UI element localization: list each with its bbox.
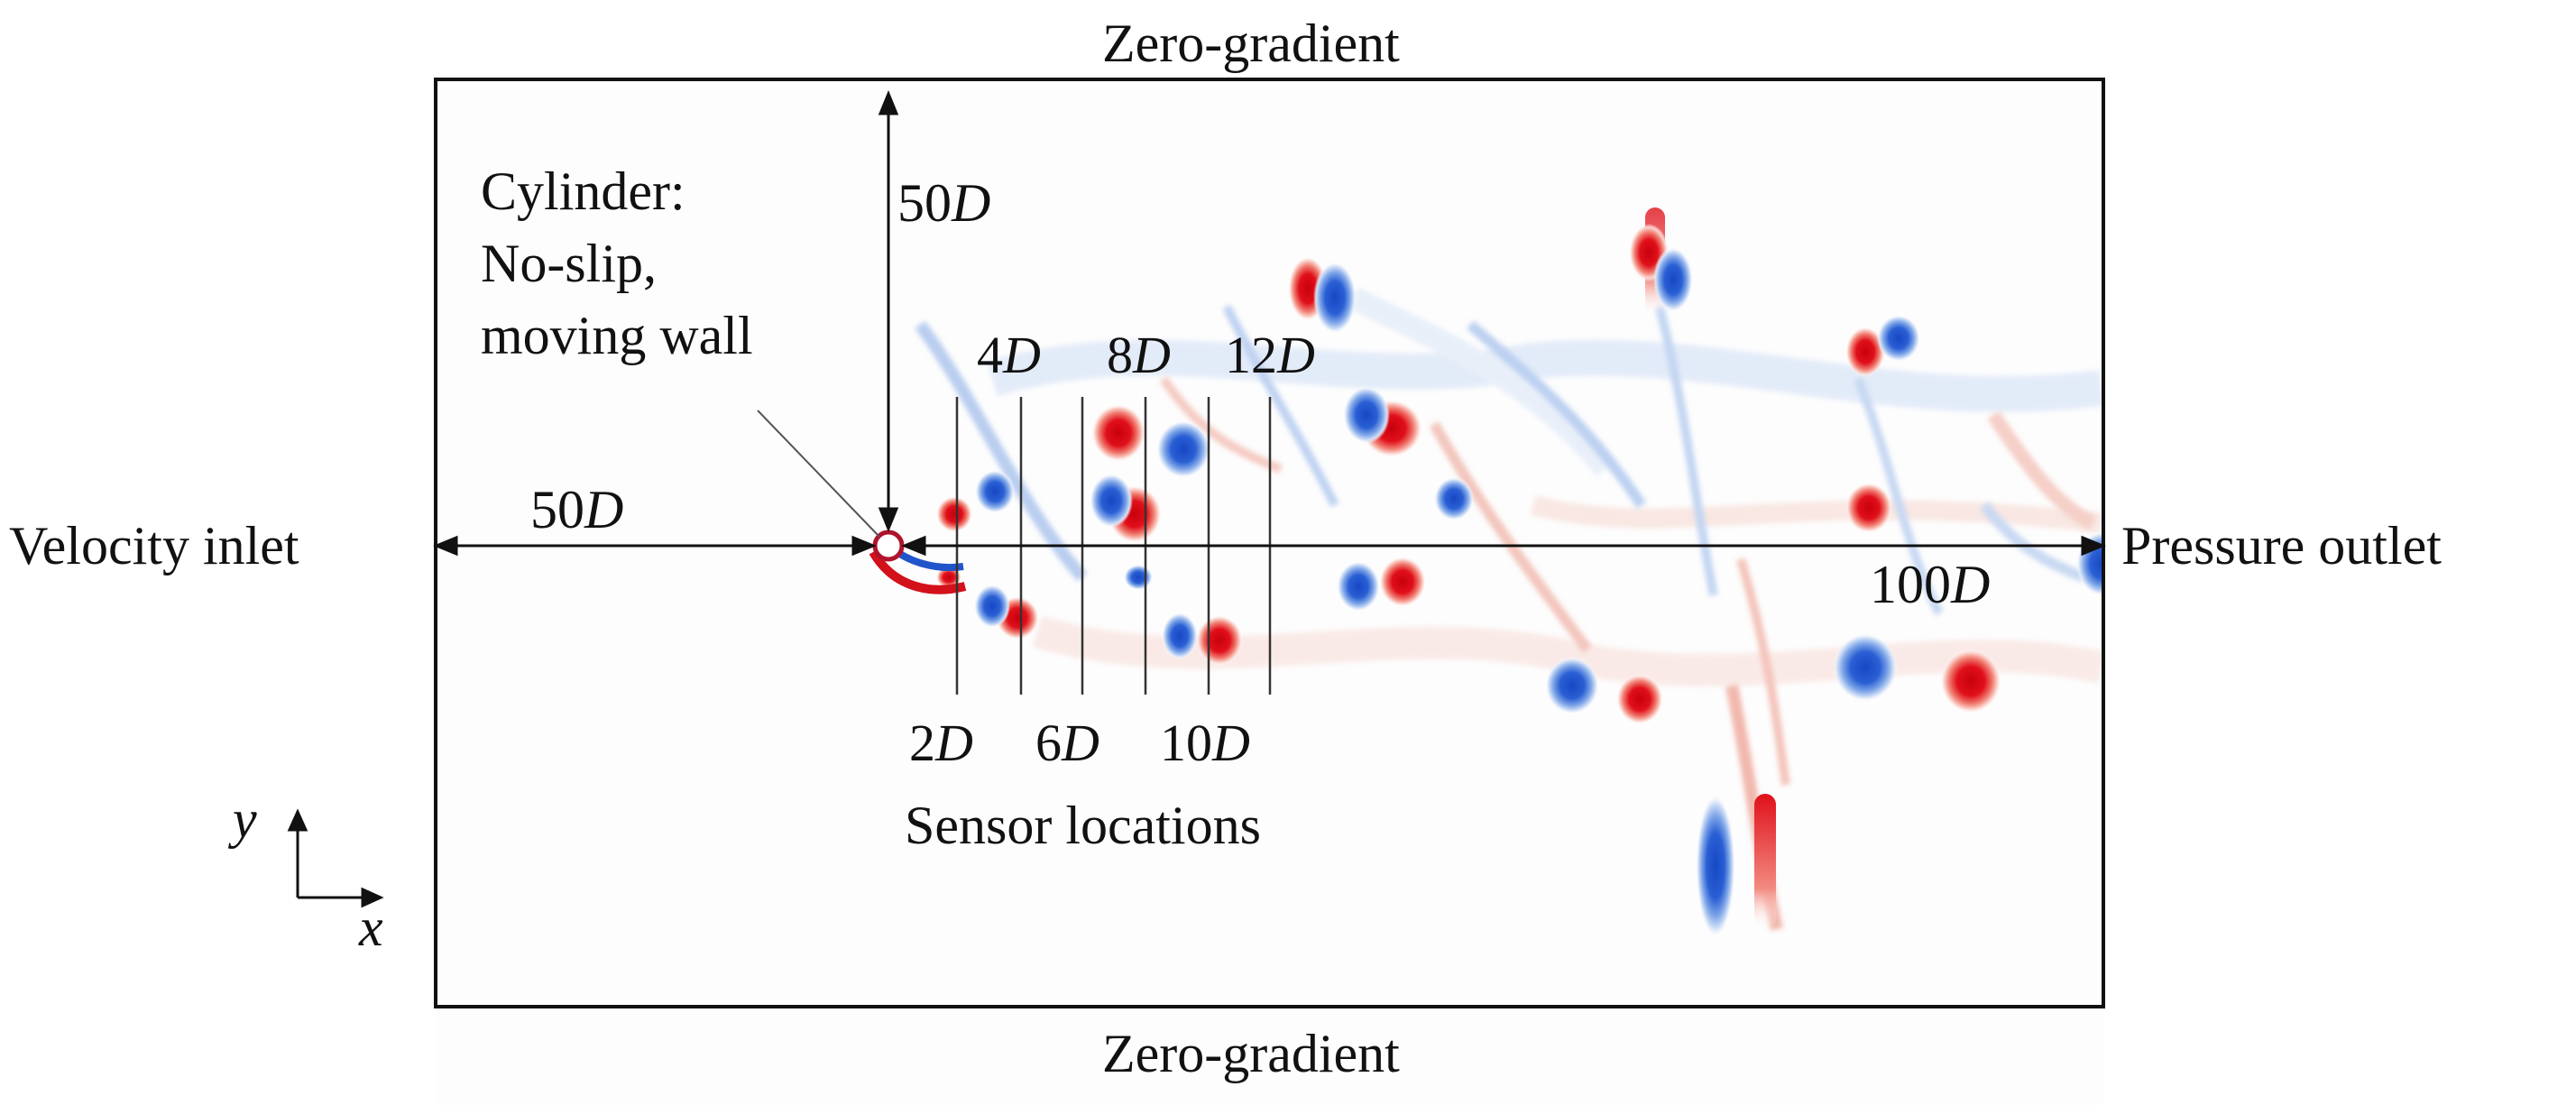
top-distance-label: 50D: [897, 173, 991, 233]
right-boundary-label: Pressure outlet: [2121, 516, 2442, 576]
top-dimension-arrow: [878, 90, 899, 532]
sensor-label-2D: 2D: [909, 714, 973, 772]
left-boundary-label: Velocity inlet: [9, 516, 299, 576]
upstream-distance-label: 50D: [530, 480, 624, 539]
upstream-dimension-arrow: [433, 535, 877, 557]
vortex-filaments: [915, 304, 2096, 931]
sensor-label-8D: 8D: [1107, 326, 1171, 384]
domain-frame: [434, 78, 2105, 1008]
x-axis-label: x: [359, 898, 383, 957]
sensor-label-12D: 12D: [1225, 326, 1315, 384]
coordinate-axes: [287, 808, 384, 908]
y-axis-label: y: [233, 789, 257, 849]
bottom-boundary-label: Zero-gradient: [1102, 1024, 1400, 1083]
sensor-label-6D: 6D: [1035, 714, 1099, 772]
cylinder-label: Cylinder:: [481, 161, 685, 221]
downstream-dimension-arrow: [901, 535, 2106, 557]
cylinder-leader-line: [757, 410, 880, 538]
cylinder-wall-type: moving wall: [481, 306, 753, 365]
downstream-distance-label: 100D: [1870, 555, 1991, 614]
x-axis-arrowhead: [361, 887, 384, 908]
y-axis-arrowhead: [287, 808, 308, 832]
top-boundary-label: Zero-gradient: [1102, 14, 1400, 73]
cylinder-condition: No-slip,: [481, 234, 657, 293]
sensor-locations-caption: Sensor locations: [905, 796, 1261, 855]
sensor-label-10D: 10D: [1160, 714, 1250, 772]
sensor-label-4D: 4D: [977, 326, 1041, 384]
